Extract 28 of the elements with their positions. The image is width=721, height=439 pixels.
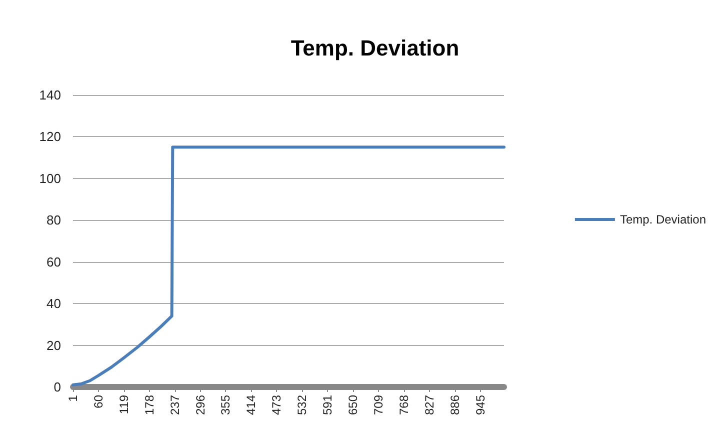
- x-tick-label: 945: [473, 394, 488, 416]
- x-tick-label: 827: [422, 394, 436, 416]
- y-tick-label: 100: [39, 170, 61, 186]
- x-tick-label: 532: [295, 394, 310, 416]
- y-tick-label: 60: [46, 254, 61, 270]
- y-tick-label: 80: [46, 212, 61, 228]
- x-tick-label: 296: [193, 394, 208, 416]
- x-tick-label: 768: [396, 394, 411, 416]
- x-tick-label: 119: [116, 394, 131, 414]
- legend-label: Temp. Deviation: [620, 212, 706, 226]
- x-tick-label: 1: [66, 394, 80, 402]
- x-tick-label: 60: [91, 394, 106, 408]
- y-tick-label: 40: [46, 296, 61, 312]
- x-tick-label: 591: [320, 394, 335, 416]
- y-tick-label: 140: [39, 88, 61, 102]
- x-tick-label: 473: [270, 394, 284, 416]
- line-series: [72, 146, 506, 386]
- y-tick-label: 120: [39, 129, 61, 144]
- chart-title: Temp. Deviation: [290, 36, 460, 60]
- x-tick-label: 237: [168, 394, 182, 416]
- x-tick-label: 178: [142, 394, 156, 416]
- y-tick-label: 20: [46, 338, 61, 353]
- x-tick-label: 709: [371, 394, 386, 416]
- x-tick-label: 414: [244, 394, 258, 416]
- x-tick-label: 355: [218, 394, 233, 416]
- x-tick-label: 650: [346, 394, 360, 416]
- x-tick-label: 886: [448, 394, 462, 416]
- y-tick-label: 0: [54, 380, 61, 394]
